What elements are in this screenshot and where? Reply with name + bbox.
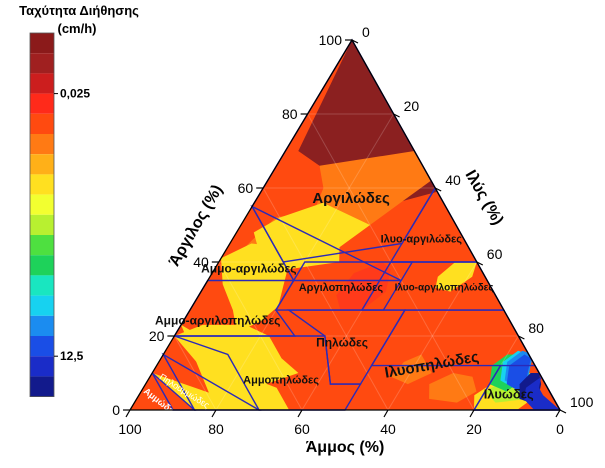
tick-label-sand-0: 0 xyxy=(556,421,564,437)
band-5 xyxy=(336,262,391,311)
legend-band-5 xyxy=(30,134,54,155)
legend-band-3 xyxy=(30,93,54,114)
plot-area: Αργιλώδες Αμμο-αργιλώδες Ιλυο-αργιλώδες Αργ… xyxy=(130,38,562,418)
legend-value-label-1: 12,5 xyxy=(60,349,84,363)
class-silty-clay-label: Ιλυο-αργιλώδες xyxy=(381,234,463,246)
legend-band-12 xyxy=(30,275,54,296)
legend-band-14 xyxy=(30,315,54,336)
tick-label-sand-20: 20 xyxy=(466,421,482,437)
axis-title-sand: Άμμος (%) xyxy=(306,439,385,456)
legend-band-1 xyxy=(30,53,54,74)
legend-band-6 xyxy=(30,154,54,175)
band-8 xyxy=(152,373,229,410)
tick-sand-80 xyxy=(211,409,217,418)
band-9 xyxy=(429,373,477,403)
grid-silt-60 xyxy=(387,261,478,411)
triangle-outline xyxy=(128,38,562,411)
tick-silt-40 xyxy=(434,187,442,192)
legend-title-line-0: Ταχύτητα Διήθησης xyxy=(19,3,139,18)
class-sandy-clay-label: Αμμο-αργιλώδες xyxy=(201,262,296,276)
tick-label-silt-80: 80 xyxy=(528,320,544,336)
tick-sand-60 xyxy=(297,409,303,418)
tick-label-clay-100: 100 xyxy=(319,32,343,48)
class-sandy-loam xyxy=(174,335,362,411)
legend-value-label-0: 0,025 xyxy=(60,87,90,101)
legend-frame xyxy=(29,32,55,398)
tick-silt-60 xyxy=(476,261,484,266)
legend-band-0 xyxy=(30,33,54,54)
tick-label-sand-80: 80 xyxy=(208,421,224,437)
tick-label-sand-100: 100 xyxy=(118,421,142,437)
tick-label-silt-0: 0 xyxy=(362,24,370,40)
legend-band-17 xyxy=(30,376,54,397)
tick-sand-0 xyxy=(555,409,561,418)
tick-silt-20 xyxy=(393,113,400,118)
tick-silt-0 xyxy=(351,39,359,44)
class-clay-label: Αργιλώδες xyxy=(312,190,390,207)
legend-band-16 xyxy=(30,356,54,377)
legend-band-8 xyxy=(30,194,54,215)
tick-label-silt-60: 60 xyxy=(487,246,503,262)
tick-label-clay-40: 40 xyxy=(193,254,209,270)
class-sandy-loam-label: Αμμοπηλώδες xyxy=(243,374,319,386)
tick-label-silt-100: 100 xyxy=(570,394,594,410)
band-10 xyxy=(390,354,432,385)
class-sandy-clay xyxy=(250,204,402,282)
class-silt-label: Ιλυώδες xyxy=(484,387,534,402)
band-18 xyxy=(523,376,560,410)
tick-label-sand-60: 60 xyxy=(294,421,310,437)
tick-label-clay-60: 60 xyxy=(238,180,254,196)
heatmap-layer xyxy=(130,40,560,410)
tick-label-silt-20: 20 xyxy=(404,98,420,114)
legend-band-9 xyxy=(30,214,54,235)
legend-band-11 xyxy=(30,255,54,276)
tick-silt-100 xyxy=(559,409,567,414)
axis-title-silt: Ιλύς (%) xyxy=(462,167,507,228)
tick-label-clay-20: 20 xyxy=(149,328,165,344)
tick-silt-80 xyxy=(518,335,525,340)
legend-band-2 xyxy=(30,73,54,94)
class-clay-loam-label: Αργιλοπηλώδες xyxy=(299,282,384,294)
tick-sand-100 xyxy=(125,409,131,418)
colorbar-legend: Ταχύτητα Διήθησης (cm/h) 0,025 12,5 xyxy=(19,3,139,398)
tick-sand-20 xyxy=(469,409,475,418)
band-3 xyxy=(435,262,477,292)
legend-band-7 xyxy=(30,174,54,195)
class-silty-clay-loam-label: Ιλυο-αργιλοπηλώδες xyxy=(395,283,494,294)
legend-band-4 xyxy=(30,113,54,134)
tick-label-clay-0: 0 xyxy=(112,402,120,418)
legend-band-15 xyxy=(30,336,54,357)
band-4 xyxy=(221,243,288,333)
class-loam-label: Πηλώδες xyxy=(316,336,368,350)
legend-band-13 xyxy=(30,295,54,316)
tick-sand-40 xyxy=(383,409,389,418)
class-sandy-clay-loam-label: Αμμο-αργιλοπηλώδες xyxy=(155,313,280,327)
legend-title-line-1: (cm/h) xyxy=(58,21,97,36)
tick-label-clay-80: 80 xyxy=(282,106,298,122)
tick-label-silt-40: 40 xyxy=(445,172,461,188)
band-7 xyxy=(181,324,290,410)
tick-label-sand-40: 40 xyxy=(380,421,396,437)
legend-band-10 xyxy=(30,235,54,256)
